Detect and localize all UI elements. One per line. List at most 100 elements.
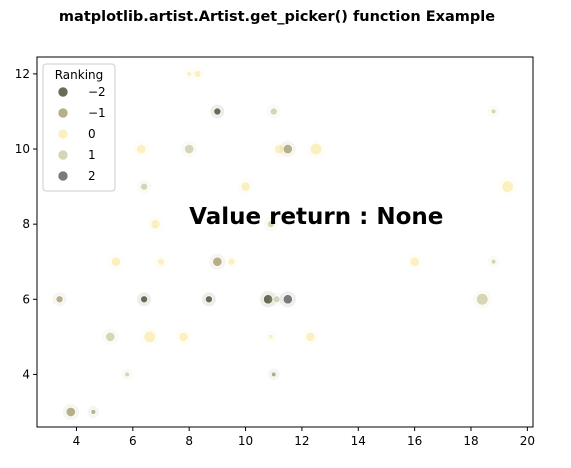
legend-label: 1 bbox=[88, 148, 96, 162]
scatter-point-marker bbox=[501, 180, 514, 193]
scatter-point-marker bbox=[227, 257, 236, 266]
plot-area bbox=[36, 56, 534, 428]
scatter-point-marker bbox=[212, 256, 223, 267]
scatter-point-marker bbox=[267, 220, 275, 228]
y-tick-label: 6 bbox=[22, 292, 30, 306]
scatter-point bbox=[175, 328, 192, 345]
scatter-point-marker bbox=[240, 181, 251, 192]
scatter-point bbox=[210, 104, 225, 119]
scatter-point bbox=[271, 140, 288, 158]
x-tick-label: 14 bbox=[351, 434, 366, 448]
annotation-text: Value return : None bbox=[189, 204, 443, 230]
scatter-point-marker bbox=[205, 295, 213, 304]
y-tick-label: 12 bbox=[15, 67, 30, 81]
scatter-point bbox=[487, 255, 500, 268]
scatter-point-marker bbox=[490, 108, 497, 115]
scatter-point bbox=[269, 292, 284, 307]
scatter-point bbox=[140, 327, 160, 347]
x-tick-label: 6 bbox=[129, 434, 137, 448]
scatter-point bbox=[267, 368, 280, 381]
scatter-point-marker bbox=[150, 219, 161, 230]
scatter-point bbox=[137, 292, 152, 307]
legend-marker bbox=[57, 170, 69, 182]
y-tick-label: 10 bbox=[15, 142, 30, 156]
scatter-point-marker bbox=[140, 182, 148, 191]
scatter-point bbox=[279, 291, 296, 308]
scatter-point-marker bbox=[282, 144, 293, 154]
scatter-point bbox=[201, 292, 216, 307]
legend-title: Ranking bbox=[55, 68, 104, 82]
scatter-point bbox=[237, 178, 254, 195]
scatter-point bbox=[265, 330, 277, 343]
scatter-point bbox=[487, 105, 500, 118]
scatter-point bbox=[266, 104, 281, 119]
x-tick-label: 10 bbox=[238, 434, 253, 448]
scatter-point-marker bbox=[263, 294, 274, 305]
legend-marker bbox=[57, 86, 69, 98]
scatter-point bbox=[263, 217, 278, 232]
scatter-point-marker bbox=[213, 107, 222, 116]
scatter-point-marker bbox=[55, 295, 64, 304]
x-tick-label: 20 bbox=[520, 434, 535, 448]
legend: Ranking −2 −1 0 1 2 bbox=[42, 63, 116, 192]
legend-label: −2 bbox=[88, 85, 106, 99]
scatter-point-marker bbox=[110, 256, 121, 267]
scatter-point bbox=[62, 403, 79, 421]
scatter-point bbox=[209, 253, 226, 270]
scatter-point-marker bbox=[140, 295, 148, 304]
scatter-point-marker bbox=[490, 259, 497, 265]
scatter-point bbox=[259, 291, 277, 308]
scatter-point-marker bbox=[105, 331, 116, 342]
scatter-point-marker bbox=[143, 330, 156, 343]
scatter-point-marker bbox=[305, 331, 316, 342]
legend-label: −1 bbox=[88, 106, 106, 120]
scatter-point-marker bbox=[268, 334, 274, 340]
scatter-point bbox=[121, 368, 134, 381]
x-tick-label: 16 bbox=[407, 434, 422, 448]
y-tick-label: 8 bbox=[22, 217, 30, 231]
scatter-point bbox=[154, 254, 168, 269]
scatter-point bbox=[87, 406, 100, 418]
scatter-points bbox=[52, 66, 517, 421]
legend-label: 0 bbox=[88, 127, 96, 141]
scatter-point bbox=[52, 292, 67, 307]
x-tick-label: 18 bbox=[463, 434, 478, 448]
legend-marker bbox=[57, 107, 69, 119]
x-tick-label: 4 bbox=[73, 434, 81, 448]
scatter-point-marker bbox=[136, 144, 147, 154]
legend-marker bbox=[57, 128, 69, 140]
scatter-point bbox=[406, 253, 423, 270]
scatter-point bbox=[472, 289, 492, 309]
scatter-point bbox=[102, 328, 119, 345]
scatter-point bbox=[107, 253, 125, 270]
scatter-point-marker bbox=[90, 409, 97, 415]
scatter-point-marker bbox=[271, 371, 277, 378]
scatter-point-marker bbox=[409, 256, 420, 267]
scatter-point-marker bbox=[193, 70, 202, 78]
scatter-point-marker bbox=[309, 142, 323, 156]
scatter-point-marker bbox=[157, 257, 165, 266]
scatter-point-marker bbox=[272, 295, 281, 304]
legend-entries: −2 −1 0 1 2 bbox=[57, 85, 106, 183]
chart-title: matplotlib.artist.Artist.get_picker() fu… bbox=[59, 9, 495, 25]
legend-box bbox=[42, 63, 116, 192]
scatter-point-marker bbox=[282, 294, 293, 305]
x-tick-label: 12 bbox=[294, 434, 309, 448]
legend-label: 2 bbox=[88, 169, 96, 183]
scatter-point bbox=[137, 179, 152, 194]
scatter-point-marker bbox=[178, 331, 189, 342]
scatter-point bbox=[498, 177, 517, 196]
scatter-point-marker bbox=[184, 144, 195, 154]
scatter-point-marker bbox=[269, 107, 278, 116]
scatter-point bbox=[183, 68, 196, 80]
scatter-point bbox=[306, 139, 326, 159]
scatter-point-marker bbox=[186, 71, 192, 77]
scatter-point-marker bbox=[476, 293, 489, 306]
scatter-point bbox=[302, 328, 319, 345]
scatter-point-marker bbox=[65, 407, 76, 417]
scatter-point bbox=[279, 140, 296, 158]
x-tick-label: 8 bbox=[185, 434, 193, 448]
y-tick-label: 4 bbox=[22, 367, 30, 381]
legend-marker bbox=[57, 149, 69, 161]
